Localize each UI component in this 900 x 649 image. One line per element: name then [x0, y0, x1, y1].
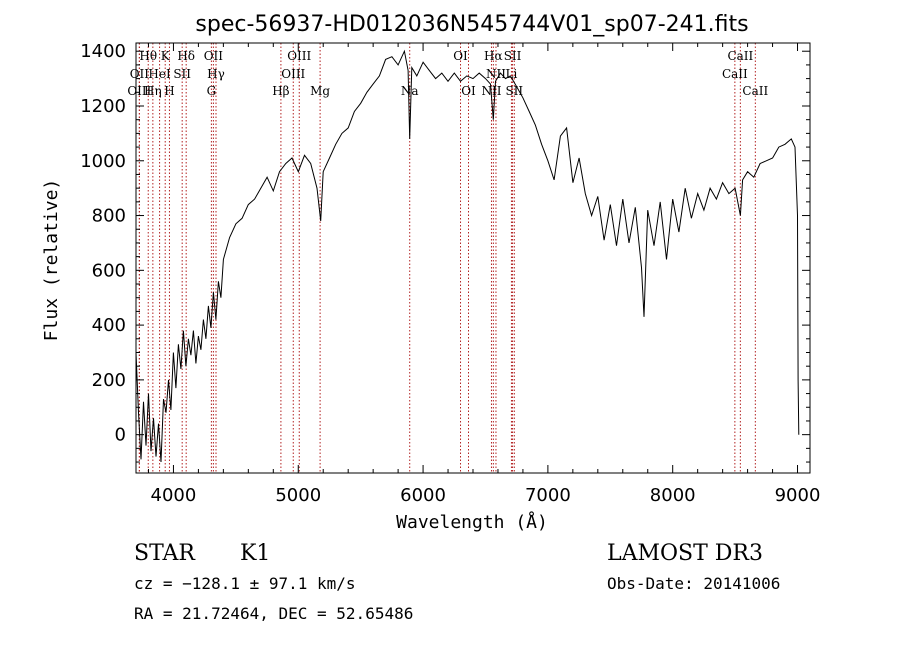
spectral-line-label: Hθ	[139, 49, 157, 63]
cz-value: cz = −128.1 ± 97.1 km/s	[134, 574, 356, 593]
spectrum-series	[135, 49, 800, 463]
spectral-line-label: Hη	[144, 84, 162, 98]
x-tick-label: 8000	[650, 485, 696, 506]
x-axis-label: Wavelength (Å)	[396, 511, 548, 533]
y-tick-label: 1400	[80, 41, 126, 62]
spectral-line-markers	[138, 43, 756, 473]
spectral-line-label: HeI	[148, 67, 171, 81]
spectral-line-label: SII	[173, 67, 191, 81]
spectral-line-label: Mg	[310, 84, 330, 98]
x-tick-label: 9000	[775, 485, 821, 506]
spectral-line-label: Na	[401, 84, 419, 98]
spectral-line-label: CaII	[722, 67, 748, 81]
y-tick-label: 0	[115, 425, 126, 446]
spectral-line-label: NII	[481, 84, 501, 98]
y-axis-label: Flux (relative)	[41, 179, 62, 342]
spectral-line-label: CaII	[742, 84, 768, 98]
spectral-line-label: OI	[453, 49, 468, 63]
y-tick-label: 600	[92, 260, 126, 281]
plot-frame	[135, 42, 811, 474]
y-axis: 0 200 400 600 800 1000 1200 1400	[80, 41, 810, 463]
y-tick-label: 1200	[80, 96, 126, 117]
spectral-line-label: SII	[504, 49, 522, 63]
spectral-line-label: OI	[461, 84, 476, 98]
x-tick-label: 4000	[151, 485, 197, 506]
spectral-line-label: OIII	[287, 49, 311, 63]
spectral-line-label: K	[161, 49, 171, 63]
spectral-line-label: OIII	[127, 84, 151, 98]
spectral-line-label: H	[164, 84, 174, 98]
x-axis: 4000 5000 6000 7000 8000 9000	[147, 43, 821, 506]
spectral-line-label: G	[207, 84, 217, 98]
y-tick-label: 200	[92, 370, 126, 391]
spectral-line-label: OII	[130, 67, 150, 81]
y-tick-label: 1000	[80, 151, 126, 172]
spectral-line-label: Hδ	[177, 49, 195, 63]
spectral-line-label: Li	[506, 67, 518, 81]
spectral-line-label: Hβ	[272, 84, 289, 98]
y-tick-label: 400	[92, 315, 126, 336]
spectral-line-label: SII	[505, 84, 523, 98]
survey-name: LAMOST DR3	[607, 541, 763, 566]
x-tick-label: 6000	[400, 485, 446, 506]
object-subclass: K1	[240, 541, 270, 566]
y-tick-label: 800	[92, 206, 126, 227]
x-tick-label: 7000	[525, 485, 571, 506]
spectral-line-label: Hγ	[207, 67, 225, 81]
spectral-line-label: Hα	[484, 49, 503, 63]
obs-date: Obs-Date: 20141006	[607, 574, 780, 593]
spectral-line-label: CaII	[727, 49, 753, 63]
spectral-line-label: OII	[204, 49, 224, 63]
x-tick-label: 5000	[275, 485, 321, 506]
object-class: STAR	[134, 541, 196, 566]
spectral-line-label: OIII	[281, 67, 305, 81]
spectral-line-label: NII	[486, 67, 506, 81]
chart-title: spec-56937-HD012036N545744V01_sp07-241.f…	[195, 12, 748, 37]
coordinates: RA = 21.72464, DEC = 52.65486	[134, 604, 413, 623]
